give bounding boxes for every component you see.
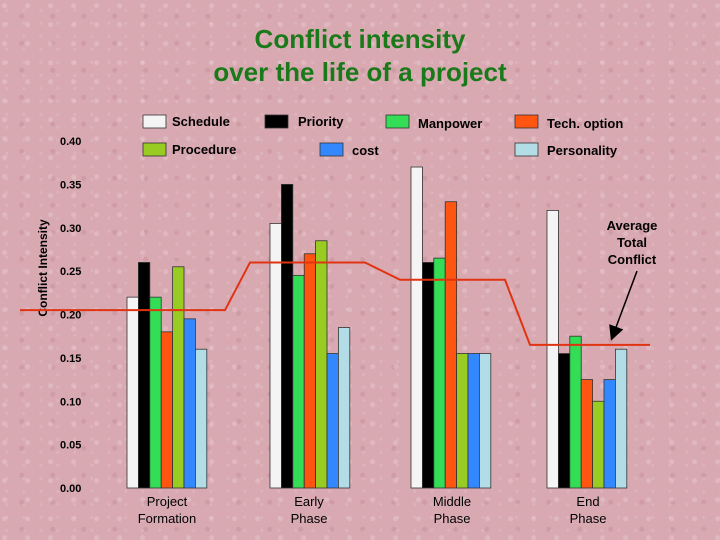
bar — [149, 296, 162, 489]
bar — [603, 379, 616, 489]
legend-swatch — [142, 142, 167, 157]
bar — [183, 318, 196, 489]
bar — [421, 262, 435, 489]
y-tick-label: 0.00 — [60, 483, 81, 495]
category-label: Formation — [138, 511, 197, 526]
bar — [172, 266, 185, 489]
annotation-text: Total — [617, 235, 647, 250]
bar — [303, 253, 317, 489]
bar — [467, 353, 480, 489]
y-axis-label: Conflict Intensity — [36, 219, 50, 317]
chart-title: Conflict intensity over the life of a pr… — [213, 24, 507, 87]
category-label: Phase — [291, 511, 328, 526]
average-line-path — [20, 261, 650, 346]
legend-swatch — [264, 114, 289, 129]
category-labels: Project Formation Early Phase Middle Phase End… — [138, 494, 607, 526]
average-total-conflict-annotation: Average Total Conflict — [607, 218, 658, 341]
bar — [569, 335, 582, 489]
bar — [444, 201, 458, 489]
bar — [478, 353, 492, 489]
bar — [615, 348, 628, 489]
average-total-conflict-line — [20, 261, 650, 346]
legend-label: Schedule — [172, 114, 230, 129]
bar — [194, 348, 208, 489]
category-label: Middle — [433, 494, 471, 509]
bar — [126, 296, 139, 489]
legend-swatch — [142, 114, 167, 129]
legend-swatch — [514, 114, 539, 129]
y-axis-ticks: 0.00 0.05 0.10 0.15 0.20 0.25 0.30 0.35 0.40 — [60, 136, 81, 495]
bar — [280, 183, 294, 489]
y-tick-label: 0.30 — [60, 223, 81, 235]
category-label: Early — [294, 494, 324, 509]
chart-title-line-2: over the life of a project — [213, 57, 507, 87]
legend-swatch — [385, 114, 410, 129]
bar — [410, 166, 423, 489]
legend-label: Manpower — [418, 116, 482, 131]
annotation-arrow — [609, 270, 638, 341]
bar — [315, 240, 328, 489]
category-label: Project — [147, 494, 188, 509]
bar — [558, 353, 571, 489]
legend-label: Priority — [298, 114, 344, 129]
bar — [592, 400, 605, 489]
y-tick-label: 0.15 — [60, 353, 81, 365]
legend: Schedule Priority Manpower Tech. option Proc… — [142, 114, 623, 158]
chart-title-line-1: Conflict intensity — [255, 24, 466, 54]
y-tick-label: 0.20 — [60, 310, 81, 322]
legend-label: Procedure — [172, 142, 236, 157]
y-tick-label: 0.35 — [60, 179, 81, 191]
category-label: Phase — [570, 511, 607, 526]
bar — [326, 353, 339, 489]
bar — [337, 327, 351, 489]
legend-label: cost — [352, 143, 379, 158]
y-tick-label: 0.25 — [60, 266, 81, 278]
bar — [160, 331, 173, 489]
y-tick-label: 0.10 — [60, 396, 81, 408]
annotation-text: Average — [607, 218, 658, 233]
bar — [546, 209, 559, 489]
annotation-text: Conflict — [608, 252, 657, 267]
bar — [433, 257, 446, 489]
y-tick-label: 0.40 — [60, 136, 81, 148]
category-label: End — [576, 494, 599, 509]
bar — [580, 379, 594, 489]
category-label: Phase — [434, 511, 471, 526]
legend-label: Personality — [547, 143, 618, 158]
bars — [126, 166, 628, 489]
bar — [137, 262, 151, 489]
bar — [456, 353, 469, 489]
bar — [292, 275, 305, 489]
legend-label: Tech. option — [547, 116, 623, 131]
legend-swatch — [319, 142, 344, 157]
y-tick-label: 0.05 — [60, 440, 81, 452]
legend-swatch — [514, 142, 539, 157]
